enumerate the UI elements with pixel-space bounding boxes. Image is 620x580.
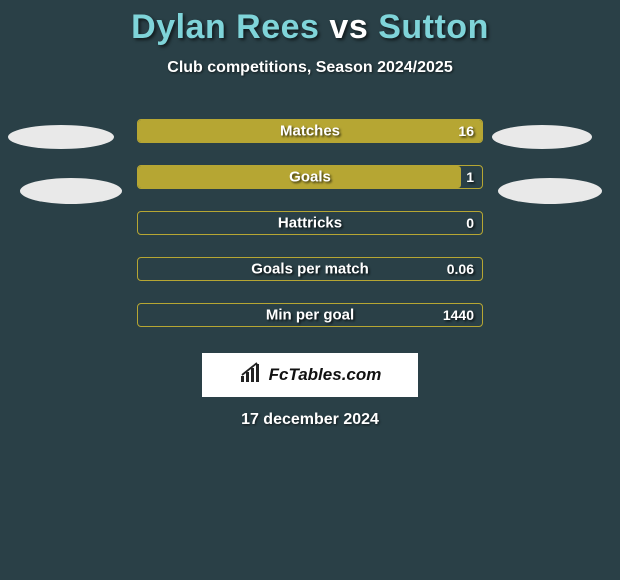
title-team: Sutton: [378, 8, 489, 46]
stat-bar-label: Goals: [289, 169, 331, 186]
page-title: Dylan Rees vs Sutton: [131, 8, 489, 47]
stat-bar: Min per goal 1440: [137, 303, 483, 327]
chart-icon: [239, 362, 263, 389]
stat-bar-label: Goals per match: [251, 261, 369, 278]
title-player: Dylan Rees: [131, 8, 319, 46]
decorative-ellipse: [498, 178, 602, 204]
decorative-ellipse: [8, 125, 114, 149]
decorative-ellipse: [492, 125, 592, 149]
stat-bar-value: 1440: [443, 307, 474, 323]
brand-badge: FcTables.com: [202, 353, 418, 397]
stats-bars: Matches 16 Goals 1 Hattricks 0 Goals per match…: [0, 119, 620, 327]
stat-bar-value: 0: [466, 215, 474, 231]
date-label: 17 december 2024: [241, 411, 379, 429]
stat-bar: Hattricks 0: [137, 211, 483, 235]
stat-bar-label: Min per goal: [266, 307, 354, 324]
stat-bar-value: 1: [466, 169, 474, 185]
brand-text: FcTables.com: [269, 365, 382, 385]
subtitle: Club competitions, Season 2024/2025: [167, 59, 452, 77]
stat-bar: Goals per match 0.06: [137, 257, 483, 281]
title-vs: vs: [329, 8, 368, 46]
stat-bar-label: Matches: [280, 123, 340, 140]
stat-bar: Goals 1: [137, 165, 483, 189]
stat-bar-value: 16: [458, 123, 474, 139]
stat-bar-label: Hattricks: [278, 215, 342, 232]
stat-bar-value: 0.06: [447, 261, 474, 277]
decorative-ellipse: [20, 178, 122, 204]
stat-bar: Matches 16: [137, 119, 483, 143]
